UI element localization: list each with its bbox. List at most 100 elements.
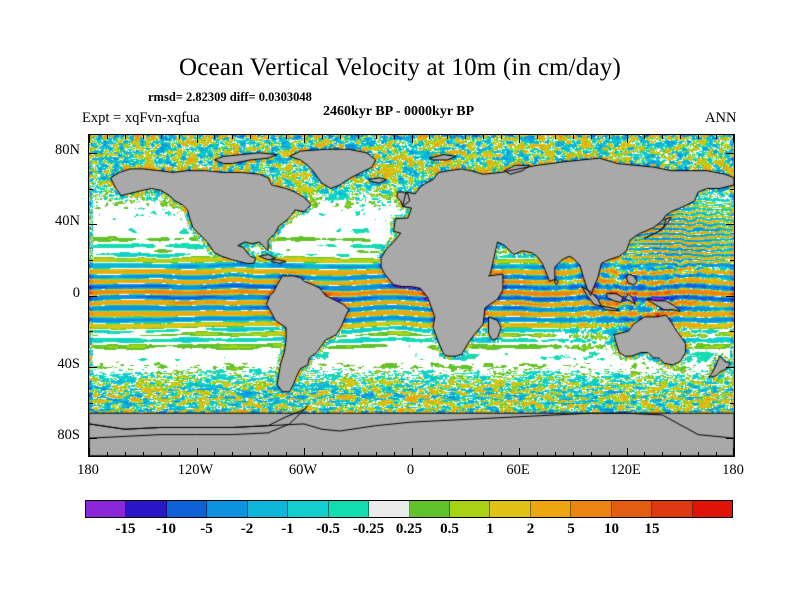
colorbar-segment-11 [530,501,572,517]
x-axis-tick [536,452,538,456]
colorbar-tick-4: -1 [281,521,294,537]
x-axis-tick [106,452,108,456]
x-axis-tick-top [178,135,180,139]
x-axis-tick-top [232,135,234,139]
x-axis-tick [375,452,377,456]
x-axis-label-3: 0 [406,462,415,478]
colorbar-segment-1 [126,501,167,517]
x-axis-label-2: 60W [288,462,318,478]
colorbar-segment-13 [611,501,653,517]
x-axis-tick [142,452,144,456]
x-axis-tick [232,452,234,456]
x-axis-tick-top [286,135,288,139]
x-axis-tick-top [501,135,503,139]
x-axis-tick [554,452,556,456]
x-axis-tick [680,452,682,456]
x-axis-label-6: 180 [722,462,744,478]
x-axis-tick [644,452,646,456]
colorbar-segment-4 [247,501,289,517]
colorbar-segment-9 [449,501,491,517]
colorbar-tick-1: -10 [156,521,176,537]
x-axis-label-0: 180 [77,462,99,478]
y-axis-tick [726,438,734,440]
map-plot-area [88,134,735,457]
y-axis-label-80S: 80S [57,427,80,444]
x-axis-tick [429,452,431,456]
colorbar-tick-6: -0.25 [352,521,385,537]
x-axis-tick-top [106,135,108,139]
y-axis-tick [89,295,97,297]
x-axis-label-4: 60E [506,462,530,478]
x-axis-tick-top [554,135,556,139]
y-axis-tick [726,366,734,368]
y-axis-tick [89,331,93,333]
colorbar-tick-12: 10 [604,521,619,537]
statistics-annotation: rmsd= 2.82309 diff= 0.0303048 [148,90,312,104]
x-axis-tick-top [393,135,395,139]
y-axis-label-80N: 80N [55,141,80,158]
x-axis-tick [321,452,323,456]
x-axis-tick [411,448,413,456]
x-axis-tick-top [214,135,216,139]
y-axis-tick [730,331,734,333]
x-axis-tick [447,452,449,456]
colorbar-tick-11: 5 [567,521,575,537]
colorbar-tick-8: 0.5 [440,521,459,537]
x-axis-tick [483,452,485,456]
x-axis-tick-top [483,135,485,139]
colorbar-segment-0 [86,501,127,517]
x-axis-tick-top [572,135,574,139]
x-axis-tick-top [590,135,592,139]
x-axis-tick-top [429,135,431,139]
x-axis-tick [286,452,288,456]
colorbar-tick-7: 0.25 [395,521,423,537]
x-axis-tick [733,448,734,456]
season-annotation: ANN [705,110,737,126]
x-axis-tick-top [196,135,198,143]
x-axis-tick [698,452,700,456]
x-axis-tick [178,452,180,456]
x-axis-tick [501,452,503,456]
x-axis-tick-top [519,135,520,143]
x-axis-tick-top [680,135,682,139]
x-axis-tick-top [250,135,252,139]
colorbar-segment-10 [490,501,531,517]
x-axis-tick-top [89,135,90,143]
colorbar-tick-5: -0.5 [316,521,340,537]
colorbar-segment-15 [692,501,732,517]
colorbar-tick-10: 2 [526,521,535,537]
colorbar-segment-5 [288,501,329,517]
x-axis-tick-top [357,135,359,139]
x-axis-tick-top [698,135,700,139]
experiment-annotation: Expt = xqFvn-xqfua [82,110,200,126]
x-axis-tick-top [411,135,413,143]
colorbar-segment-2 [166,501,208,517]
x-axis-tick [124,452,126,456]
x-axis-label-5: 120E [610,462,641,478]
colorbar-segment-8 [409,501,450,517]
y-axis-label-0: 0 [72,284,80,301]
x-axis-tick-top [662,135,664,139]
colorbar-tick-2: -5 [200,521,213,537]
x-axis-tick-top [716,135,718,139]
x-axis-tick [89,448,90,456]
y-axis-tick [726,295,734,297]
x-axis-tick-top [608,135,610,139]
y-axis-tick [89,188,93,190]
x-axis-tick [160,452,162,456]
x-axis-tick-top [447,135,449,139]
colorbar-segment-3 [207,501,248,517]
x-axis-tick-top [375,135,377,139]
x-axis-tick [626,448,628,456]
colorbar-tick-0: -15 [115,521,136,537]
x-axis-tick-top [626,135,628,143]
x-axis-tick [357,452,359,456]
y-axis-tick [89,402,93,404]
x-axis-tick-top [644,135,646,139]
x-axis-tick [196,448,198,456]
x-axis-tick [519,448,520,456]
x-axis-tick [716,452,718,456]
x-axis-tick [339,452,341,456]
x-axis-tick-top [124,135,126,139]
y-axis-label-40S: 40S [57,355,80,372]
